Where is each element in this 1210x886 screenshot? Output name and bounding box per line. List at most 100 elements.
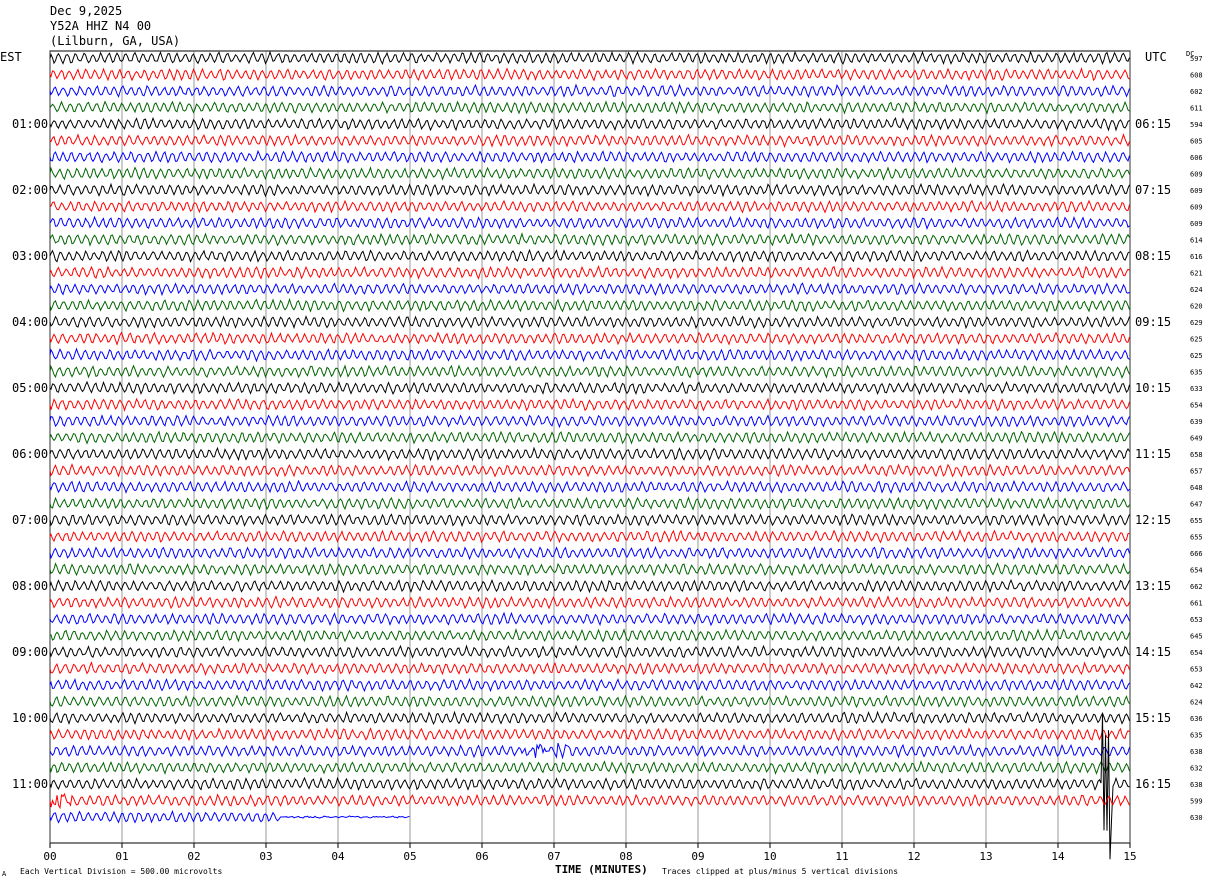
dc-value: 616 <box>1190 253 1203 261</box>
x-tick-label: 15 <box>1123 850 1136 863</box>
x-tick-label: 01 <box>115 850 128 863</box>
dc-value: 609 <box>1190 171 1203 179</box>
trace-line <box>49 347 1130 363</box>
dc-value: 655 <box>1190 517 1203 525</box>
trace-line <box>49 182 1130 198</box>
trace-line <box>49 760 1130 776</box>
dc-value: 608 <box>1190 72 1203 80</box>
left-time-label: 08:00 <box>12 579 48 593</box>
x-tick-label: 06 <box>475 850 488 863</box>
trace-line <box>49 297 1130 313</box>
trace-line <box>49 714 1130 860</box>
trace-line <box>49 742 1130 760</box>
x-tick-label: 08 <box>619 850 632 863</box>
dc-value: 645 <box>1190 633 1203 641</box>
dc-value: 609 <box>1190 220 1203 228</box>
trace-line <box>49 479 1130 495</box>
dc-value: 662 <box>1190 583 1203 591</box>
dc-value: 654 <box>1190 567 1203 575</box>
left-time-label: 07:00 <box>12 513 48 527</box>
header-date: Dec 9,2025 <box>50 4 123 18</box>
dc-value: 625 <box>1190 336 1203 344</box>
dc-value: 654 <box>1190 649 1203 657</box>
trace-line <box>49 397 1130 412</box>
right-time-label: 06:15 <box>1135 117 1171 131</box>
dc-column-label: DC <box>1186 50 1195 58</box>
clip-note: Traces clipped at plus/minus 5 vertical … <box>662 867 899 876</box>
dc-value: 624 <box>1190 699 1203 707</box>
right-timezone-label: UTC <box>1145 50 1167 64</box>
x-tick-label: 13 <box>979 850 992 863</box>
scale-note: Each Vertical Division = 500.00 microvol… <box>20 867 223 876</box>
dc-value: 602 <box>1190 88 1203 96</box>
x-tick-label: 07 <box>547 850 560 863</box>
trace-line <box>49 149 1130 164</box>
trace-line <box>49 528 1130 544</box>
trace-line <box>49 792 1130 810</box>
trace-line <box>49 611 1130 627</box>
trace-line <box>49 578 1130 594</box>
dc-value: 636 <box>1190 715 1203 723</box>
trace-line <box>49 545 1130 561</box>
x-tick-label: 09 <box>691 850 704 863</box>
left-time-label: 06:00 <box>12 447 48 461</box>
left-time-label: 11:00 <box>12 777 48 791</box>
trace-line <box>49 282 1130 297</box>
trace-line <box>49 315 1130 330</box>
trace-line <box>49 677 1130 693</box>
dc-value: 638 <box>1190 748 1203 756</box>
trace-line <box>49 215 1130 230</box>
header: Dec 9,2025 Y52A HHZ N4 00 (Lilburn, GA, … <box>50 4 180 49</box>
dc-value: 625 <box>1190 352 1203 360</box>
dc-value: 630 <box>1190 814 1203 822</box>
trace-line <box>49 199 1130 214</box>
x-tick-label: 11 <box>835 850 848 863</box>
dc-value: 661 <box>1190 600 1203 608</box>
left-time-label: 05:00 <box>12 381 48 395</box>
dc-value: 599 <box>1190 798 1203 806</box>
right-time-label: 07:15 <box>1135 183 1171 197</box>
dc-value: 638 <box>1190 781 1203 789</box>
trace-line <box>49 710 1130 726</box>
right-time-label: 09:15 <box>1135 315 1171 329</box>
dc-value: 633 <box>1190 385 1203 393</box>
trace-line <box>49 116 1130 132</box>
dc-value: 611 <box>1190 105 1203 113</box>
right-time-label: 15:15 <box>1135 711 1171 725</box>
trace-line <box>49 331 1130 346</box>
trace-line <box>49 809 410 824</box>
trace-line <box>49 50 1130 66</box>
trace-line <box>49 463 1130 478</box>
right-time-label: 16:15 <box>1135 777 1171 791</box>
trace-line <box>49 67 1130 82</box>
trace-line <box>49 413 1130 429</box>
header-location: (Lilburn, GA, USA) <box>50 34 181 48</box>
trace-line <box>49 562 1130 577</box>
dc-value: 655 <box>1190 534 1203 542</box>
dc-value: 624 <box>1190 286 1203 294</box>
dc-value: 648 <box>1190 484 1203 492</box>
dc-value: 606 <box>1190 154 1203 162</box>
dc-value: 621 <box>1190 270 1203 278</box>
trace-line <box>49 595 1130 610</box>
trace-line <box>49 430 1130 445</box>
dc-value: 658 <box>1190 451 1203 459</box>
x-tick-label: 02 <box>187 850 200 863</box>
trace-line <box>49 83 1130 99</box>
x-tick-label: 10 <box>763 850 776 863</box>
trace-line <box>49 727 1130 742</box>
right-time-label: 14:15 <box>1135 645 1171 659</box>
dc-value: 614 <box>1190 237 1203 245</box>
trace-line <box>49 100 1130 115</box>
dc-value: 632 <box>1190 765 1203 773</box>
right-time-label: 08:15 <box>1135 249 1171 263</box>
trace-line <box>49 660 1130 676</box>
left-time-label: 04:00 <box>12 315 48 329</box>
x-tick-label: 05 <box>403 850 416 863</box>
trace-line <box>49 446 1130 462</box>
dc-value: 635 <box>1190 369 1203 377</box>
trace-line <box>49 248 1130 263</box>
dc-value: 647 <box>1190 501 1203 509</box>
left-time-label: 10:00 <box>12 711 48 725</box>
